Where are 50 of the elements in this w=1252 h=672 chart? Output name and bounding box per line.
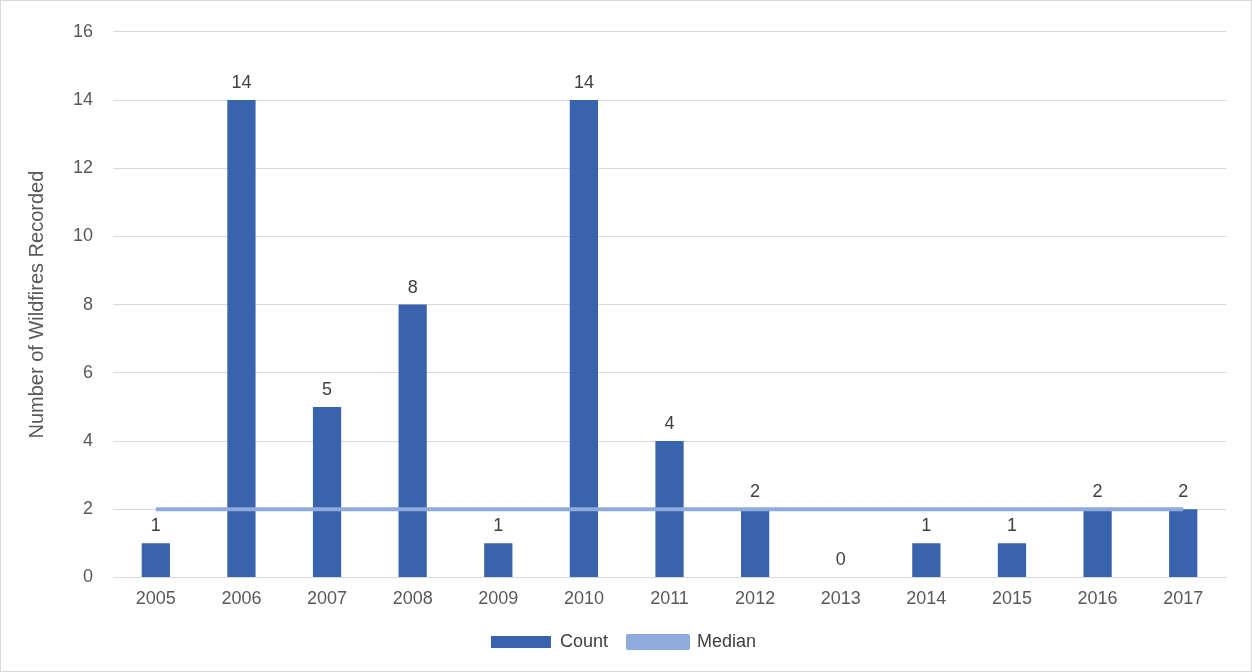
legend-label: Median xyxy=(697,630,757,651)
bar xyxy=(1083,509,1112,577)
data-label: 1 xyxy=(493,515,504,536)
bar xyxy=(141,543,170,577)
data-label: 14 xyxy=(231,71,252,92)
data-label: 4 xyxy=(664,412,675,433)
y-tick-label: 14 xyxy=(72,88,94,109)
y-tick-label: 16 xyxy=(72,20,94,41)
x-tick-label: 2006 xyxy=(221,588,262,609)
data-label: 2 xyxy=(750,481,761,502)
bar xyxy=(997,543,1027,577)
bar xyxy=(484,543,513,577)
x-tick-label: 2013 xyxy=(820,588,861,609)
data-label: 8 xyxy=(407,276,418,297)
x-tick-label: 2009 xyxy=(478,588,519,609)
x-tick-label: 2014 xyxy=(906,588,947,609)
y-axis-title: Number of Wildfires Recorded xyxy=(24,170,47,439)
x-tick-label: 2008 xyxy=(392,588,433,609)
x-tick-label: 2011 xyxy=(650,588,689,609)
bar xyxy=(912,543,941,577)
x-tick-label: 2015 xyxy=(991,588,1032,609)
bar xyxy=(741,509,770,577)
y-tick-label: 6 xyxy=(83,361,94,382)
y-tick-label: 8 xyxy=(83,293,94,314)
x-tick-label: 2012 xyxy=(735,588,776,609)
data-label: 14 xyxy=(573,71,594,92)
y-tick-label: 0 xyxy=(83,566,94,587)
y-tick-label: 4 xyxy=(83,429,94,450)
bar xyxy=(312,406,342,577)
bar xyxy=(398,304,427,577)
y-tick-label: 12 xyxy=(72,157,94,178)
x-tick-label: 2016 xyxy=(1077,588,1118,609)
data-label: 5 xyxy=(322,378,333,399)
x-tick-label: 2010 xyxy=(563,588,604,609)
bar xyxy=(1169,509,1198,577)
data-label: 1 xyxy=(921,515,932,536)
x-tick-label: 2005 xyxy=(135,588,176,609)
data-label: 1 xyxy=(150,515,161,536)
bar xyxy=(227,100,256,577)
data-label: 2 xyxy=(1092,481,1103,502)
y-tick-label: 2 xyxy=(83,498,94,519)
x-tick-label: 2017 xyxy=(1163,588,1204,609)
y-tick-label: 10 xyxy=(72,225,94,246)
x-tick-label: 2007 xyxy=(307,588,348,609)
bar xyxy=(655,441,684,577)
data-label: 1 xyxy=(1006,515,1017,536)
data-label: 0 xyxy=(835,549,846,570)
data-label: 2 xyxy=(1178,481,1189,502)
bar xyxy=(569,100,599,577)
legend-label: Count xyxy=(559,630,609,651)
